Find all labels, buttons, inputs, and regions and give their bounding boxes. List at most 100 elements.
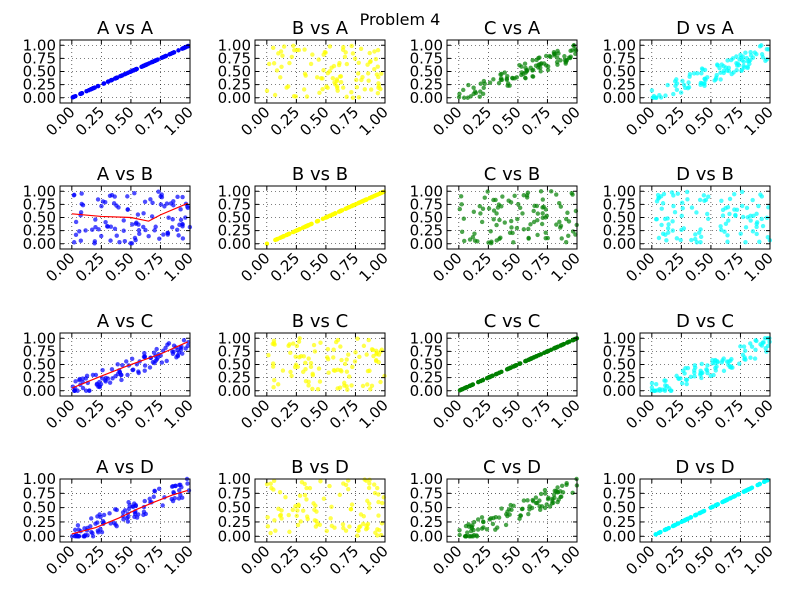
- scatter-point: [658, 194, 664, 199]
- y-tick-label: 1.00: [603, 329, 636, 347]
- scatter-point: [529, 505, 535, 511]
- scatter-point: [695, 71, 700, 76]
- scatter-point: [719, 198, 724, 203]
- scatter-point: [73, 379, 78, 384]
- x-tick-label: 1.00: [355, 249, 391, 285]
- x-tick-label: 0.25: [72, 103, 108, 139]
- scatter-point: [680, 206, 685, 211]
- x-tick-label: 0.25: [267, 103, 303, 139]
- scatter-point: [514, 225, 520, 231]
- scatter-point: [304, 485, 309, 491]
- scatter-point: [89, 227, 95, 232]
- y-tick-label: 0.00: [218, 235, 251, 253]
- scatter-point: [458, 194, 464, 199]
- scatter-point: [676, 376, 682, 382]
- scatter-point: [335, 88, 340, 93]
- y-tick-label: 0.50: [603, 209, 636, 227]
- scatter-point: [748, 355, 753, 360]
- scatter-point: [526, 226, 531, 232]
- scatter-point: [288, 350, 293, 355]
- scatter-point: [725, 239, 730, 244]
- x-tick-label: 0.50: [101, 103, 137, 139]
- scatter-point: [75, 523, 81, 528]
- scatter-point: [491, 197, 496, 203]
- scatter-point: [545, 67, 551, 73]
- x-tick-label: 1.00: [547, 396, 583, 432]
- scatter-point: [726, 359, 731, 364]
- scatter-point: [372, 490, 378, 496]
- scatter-point: [480, 519, 486, 524]
- scatter-point: [699, 371, 704, 376]
- scatter-point: [465, 530, 470, 535]
- scatter-point: [739, 189, 745, 195]
- scatter-point: [727, 211, 732, 217]
- scatter-point: [136, 370, 141, 376]
- scatter-point: [658, 95, 664, 100]
- scatter-point: [662, 216, 668, 222]
- scatter-point: [457, 91, 462, 97]
- scatter-point: [317, 379, 323, 384]
- x-tick-label: 0.00: [622, 542, 658, 578]
- x-tick-label: 0.25: [459, 542, 495, 578]
- scatter-point: [143, 227, 148, 233]
- scatter-point: [314, 518, 319, 524]
- scatter-point: [356, 60, 361, 65]
- figure-title: Problem 4: [360, 10, 441, 29]
- scatter-point: [289, 54, 295, 60]
- y-tick-label: 0.00: [218, 527, 251, 545]
- scatter-point: [471, 532, 477, 538]
- scatter-point: [290, 507, 296, 513]
- scatter-point: [376, 74, 381, 80]
- scatter-point: [121, 218, 126, 223]
- scatter-point: [734, 67, 739, 73]
- scatter-point: [107, 193, 113, 198]
- scatter-point: [732, 191, 737, 197]
- y-tick-label: 0.50: [410, 209, 443, 227]
- scatter-point: [530, 497, 535, 503]
- y-tick-label: 1.00: [23, 182, 56, 200]
- scatter-point: [328, 516, 333, 521]
- scatter-point: [649, 385, 655, 390]
- scatter-point: [142, 199, 148, 204]
- scatter-point: [563, 239, 569, 245]
- scatter-point: [266, 352, 271, 358]
- scatter-point: [674, 87, 680, 93]
- scatter-point: [295, 522, 301, 528]
- scatter-point: [719, 227, 724, 233]
- scatter-point: [349, 89, 354, 95]
- scatter-point: [361, 521, 366, 527]
- scatter-point: [551, 492, 557, 497]
- scatter-point: [371, 353, 376, 359]
- x-tick-label: 0.00: [237, 396, 273, 432]
- scatter-point: [551, 49, 557, 55]
- scatter-point: [730, 56, 736, 61]
- scatter-point: [553, 488, 559, 494]
- x-tick-label: 0.00: [429, 103, 465, 139]
- scatter-point: [325, 85, 330, 90]
- scatter-point: [663, 378, 668, 384]
- scatter-point: [533, 63, 539, 68]
- y-tick-label: 0.50: [218, 63, 251, 81]
- x-tick-label: 0.50: [488, 396, 524, 432]
- scatter-point: [678, 237, 683, 243]
- y-tick-label: 0.25: [23, 369, 56, 387]
- scatter-point: [375, 527, 380, 532]
- y-tick-label: 1.00: [218, 36, 251, 54]
- scatter-point: [361, 514, 366, 519]
- scatter-point: [753, 347, 758, 353]
- scatter-point: [350, 51, 356, 56]
- scatter-point: [83, 228, 88, 233]
- y-tick-label: 0.75: [218, 342, 251, 360]
- y-tick-label: 0.25: [603, 369, 636, 387]
- scatter-point: [142, 498, 147, 504]
- scatter-point: [302, 47, 307, 52]
- scatter-point: [178, 207, 183, 212]
- scatter-point: [98, 514, 103, 520]
- scatter-point: [367, 505, 372, 511]
- y-tick-label: 0.50: [218, 499, 251, 517]
- scatter-point: [556, 201, 562, 206]
- scatter-point: [130, 367, 135, 373]
- scatter-point: [724, 68, 730, 73]
- subplot-title: A vs B: [97, 164, 153, 185]
- scatter-point: [686, 85, 692, 90]
